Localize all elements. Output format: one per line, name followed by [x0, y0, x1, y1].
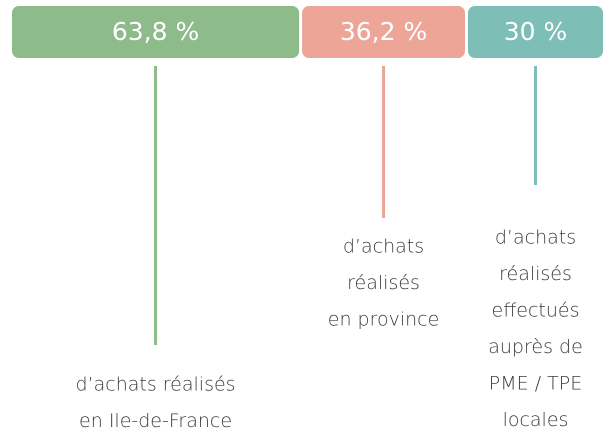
value-box	[12, 6, 300, 58]
category-label: d’achats	[343, 236, 424, 258]
category-label: auprès de	[488, 336, 583, 358]
value-label: 63,8 %	[112, 17, 199, 46]
category-label: PME / TPE	[489, 373, 582, 395]
category-label: d’achats réalisés	[76, 374, 236, 396]
category-label: réalisés	[347, 272, 420, 294]
category-label: effectués	[492, 300, 580, 322]
value-box	[468, 6, 603, 58]
value-box	[302, 6, 465, 58]
category-label: d’achats	[495, 227, 576, 249]
category-label: en Ile-de-France	[79, 410, 232, 432]
category-label: en province	[328, 309, 440, 331]
category-label: locales	[503, 409, 569, 431]
category-label: réalisés	[499, 263, 572, 285]
value-label: 30 %	[504, 17, 568, 46]
value-label: 36,2 %	[340, 17, 427, 46]
